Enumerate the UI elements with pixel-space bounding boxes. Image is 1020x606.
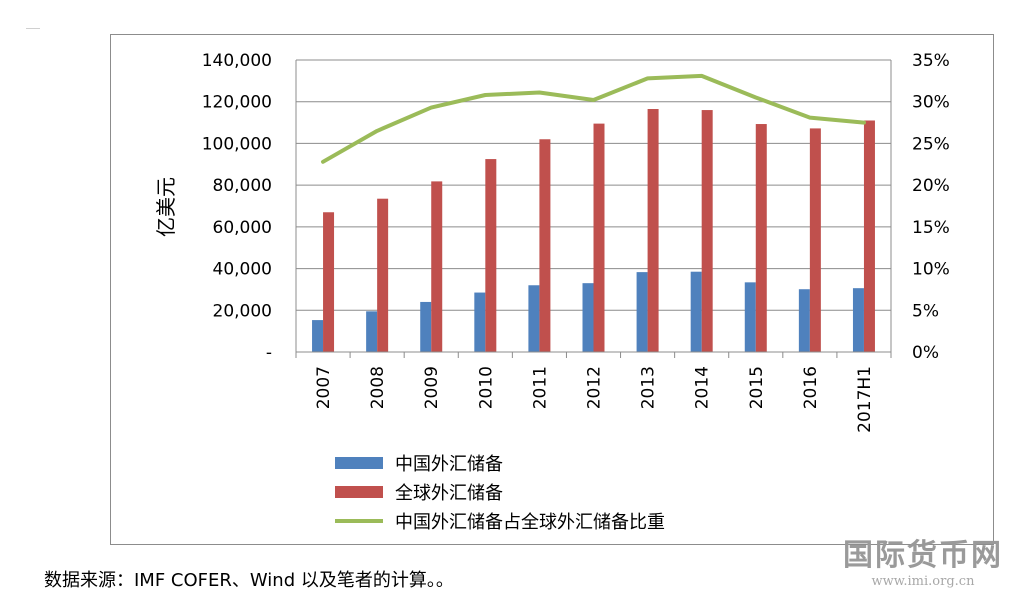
bar — [636, 272, 648, 352]
legend-swatch — [335, 486, 383, 498]
bar — [593, 123, 605, 352]
legend-swatch — [335, 457, 383, 469]
bar — [323, 212, 335, 352]
bar — [744, 282, 756, 352]
bar — [798, 289, 810, 352]
source-note: 数据来源：IMF COFER、Wind 以及笔者的计算。。 — [44, 570, 454, 591]
y2-tick-label: 5% — [912, 301, 939, 321]
bar — [809, 128, 821, 352]
ratio-line-layer — [321, 73, 866, 164]
y-tick-label: - — [266, 343, 272, 363]
x-tick-label: 2016 — [801, 366, 821, 409]
axes: - 20,000 40,000 60,000 80,000 100,000 120,000 1… — [154, 51, 950, 433]
x-tick-label: 2009 — [422, 366, 442, 409]
y-axis-title: 亿美元 — [154, 177, 178, 237]
x-tick-label: 2011 — [530, 366, 550, 409]
y2-tick-label: 35% — [912, 51, 950, 71]
bars — [312, 109, 875, 352]
y2-tick-label: 15% — [912, 218, 950, 238]
legend-label: 中国外汇储备 — [395, 454, 503, 475]
bar — [485, 159, 497, 352]
y2-tick-label: 0% — [912, 343, 939, 363]
bar — [582, 283, 594, 352]
x-tick-label: 2015 — [747, 366, 767, 409]
y2-tick-label: 20% — [912, 176, 950, 196]
bar — [852, 288, 864, 352]
combo-chart: - 20,000 40,000 60,000 80,000 100,000 120,000 1… — [154, 51, 950, 533]
x-tick-label: 2013 — [639, 366, 659, 409]
bar — [647, 109, 659, 352]
x-tick-label: 2007 — [314, 366, 334, 409]
watermark-logo: 国际货币网 www.imi.org.cn — [834, 538, 1012, 590]
bar — [539, 139, 551, 352]
legend-label: 中国外汇储备占全球外汇储备比重 — [395, 512, 665, 533]
bar — [528, 285, 540, 352]
y-tick-label: 80,000 — [213, 176, 272, 196]
y-tick-label: 40,000 — [213, 260, 272, 280]
x-tick-label: 2008 — [368, 366, 388, 409]
y-tick-label: 140,000 — [202, 51, 272, 71]
x-tick-label: 2010 — [476, 366, 496, 409]
y2-tick-label: 10% — [912, 260, 950, 280]
watermark-url: www.imi.org.cn — [871, 574, 975, 589]
y2-tick-label: 25% — [912, 134, 950, 154]
y-tick-label: 100,000 — [202, 134, 272, 154]
bar — [431, 181, 443, 352]
y2-tick-label: 30% — [912, 93, 950, 113]
x-tick-label: 2017H1 — [855, 366, 875, 433]
bar — [312, 320, 324, 352]
y-tick-label: 20,000 — [213, 301, 272, 321]
bar — [366, 311, 378, 352]
watermark-name: 国际货币网 — [843, 538, 1003, 573]
chart-frame: - 20,000 40,000 60,000 80,000 100,000 120,000 1… — [110, 34, 994, 545]
corner-mark — [26, 28, 40, 29]
bar — [377, 198, 389, 352]
bar — [755, 124, 767, 352]
x-tick-label: 2012 — [585, 366, 605, 409]
bar — [690, 271, 702, 352]
x-tick-label: 2014 — [693, 366, 713, 409]
ratio-line — [321, 73, 866, 164]
legend-label: 全球外汇储备 — [395, 483, 503, 504]
bar — [420, 301, 432, 352]
bar — [474, 292, 486, 352]
y-tick-label: 120,000 — [202, 93, 272, 113]
bar — [863, 120, 875, 352]
y-tick-label: 60,000 — [213, 218, 272, 238]
bar — [701, 110, 713, 352]
